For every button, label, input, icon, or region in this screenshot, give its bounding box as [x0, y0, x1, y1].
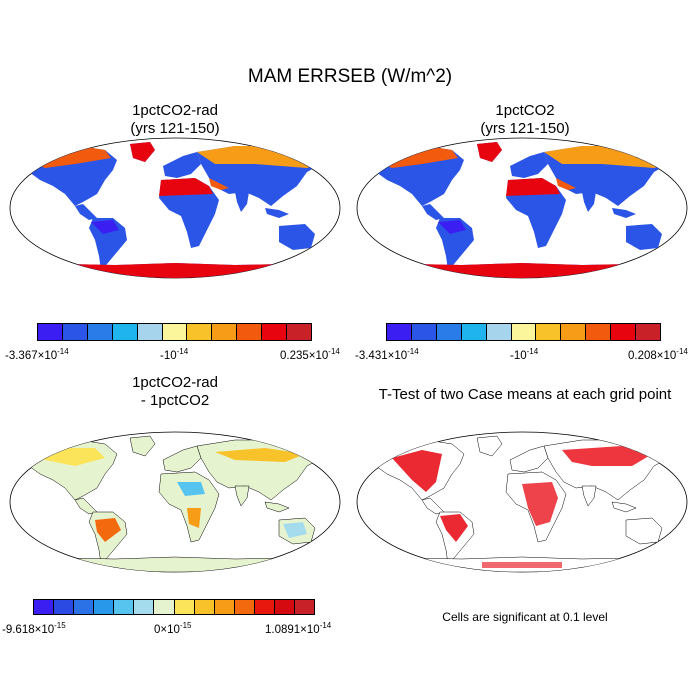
panel2-colorbar-cell: [511, 324, 537, 340]
panel3-colorbar-cell: [134, 600, 155, 614]
panel2-title-line2: (yrs 121-150): [480, 120, 570, 137]
panel3-colorbar-min-label: -9.618×10-15: [2, 621, 66, 636]
panel3-colorbar-cell: [254, 600, 275, 614]
panel2-map: [356, 137, 688, 279]
panel3-colorbar-cell: [234, 600, 255, 614]
panel3-colorbar-cell: [94, 600, 115, 614]
panel2-colorbar-cell: [611, 324, 637, 340]
panel3-colorbar-cell: [174, 600, 195, 614]
panel3-colorbar-cell: [54, 600, 75, 614]
panel1-colorbar-min-label: -3.367×10-14: [5, 347, 69, 362]
panel3-colorbar-mid-label: 0×10-15: [154, 621, 192, 636]
panel3-title: 1pctCO2-rad - 1pctCO2: [0, 374, 350, 410]
panel4-map: [356, 431, 688, 573]
panel2-colorbar-cell: [411, 324, 437, 340]
panel1-colorbar-cell: [112, 324, 138, 340]
panel3-colorbar-cell: [114, 600, 135, 614]
panel3-title-line2: - 1pctCO2: [140, 392, 210, 409]
panel1-title: 1pctCO2-rad (yrs 121-150): [0, 102, 350, 138]
panel2-colorbar-min-label: -3.431×10-14: [355, 347, 419, 362]
panel3-colorbar: [33, 599, 315, 615]
panel2-colorbar-cell: [486, 324, 512, 340]
panel3-colorbar-max-label: 1.0891×10-14: [265, 621, 332, 636]
panel1-map: [9, 137, 341, 279]
panel1-colorbar-cell: [62, 324, 88, 340]
panel2-colorbar-cell: [436, 324, 462, 340]
panel2-colorbar: [386, 323, 661, 341]
panel1-colorbar-cell: [212, 324, 238, 340]
panel4-title: T-Test of two Case means at each grid po…: [378, 386, 672, 403]
panel1-colorbar-cell: [87, 324, 113, 340]
panel2-title: 1pctCO2 (yrs 121-150): [350, 102, 700, 138]
panel1-colorbar-max-label: 0.235×10-14: [280, 347, 340, 362]
panel2-colorbar-cell: [461, 324, 487, 340]
panel2-colorbar-cell: [586, 324, 612, 340]
panel1-title-line2: (yrs 121-150): [130, 120, 220, 137]
panel2-colorbar-mid-label: -10-14: [510, 347, 539, 362]
panel1-colorbar-cell: [38, 324, 63, 340]
panel3-colorbar-cell: [295, 600, 315, 614]
figure-title: MAM ERRSEB (W/m^2): [247, 66, 453, 87]
panel2-colorbar-max-label: 0.208×10-14: [628, 347, 688, 362]
panel3-map: [9, 431, 341, 573]
panel1-colorbar-cell: [237, 324, 263, 340]
panel1-title-line1: 1pctCO2-rad: [132, 102, 218, 119]
panel4-significance-note: Cells are significant at 0.1 level: [442, 610, 608, 624]
panel1-colorbar-cell: [262, 324, 288, 340]
panel3-colorbar-cell: [194, 600, 215, 614]
panel1-colorbar-cell: [162, 324, 188, 340]
panel2-title-line1: 1pctCO2: [495, 102, 555, 119]
panel2-colorbar-cell: [387, 324, 412, 340]
panel1-colorbar-cell: [137, 324, 163, 340]
panel1-colorbar-cell: [287, 324, 311, 340]
panel2-colorbar-cell: [536, 324, 562, 340]
panel1-colorbar: [37, 323, 312, 341]
panel2-colorbar-cell: [636, 324, 660, 340]
panel3-title-line1: 1pctCO2-rad: [132, 374, 218, 391]
panel1-colorbar-mid-label: -10-14: [160, 347, 189, 362]
panel3-colorbar-cell: [274, 600, 296, 614]
panel3-colorbar-cell: [154, 600, 175, 614]
panel3-colorbar-cell: [34, 600, 55, 614]
panel3-colorbar-cell: [214, 600, 235, 614]
panel3-colorbar-cell: [74, 600, 95, 614]
panel1-colorbar-cell: [187, 324, 213, 340]
panel2-colorbar-cell: [561, 324, 587, 340]
